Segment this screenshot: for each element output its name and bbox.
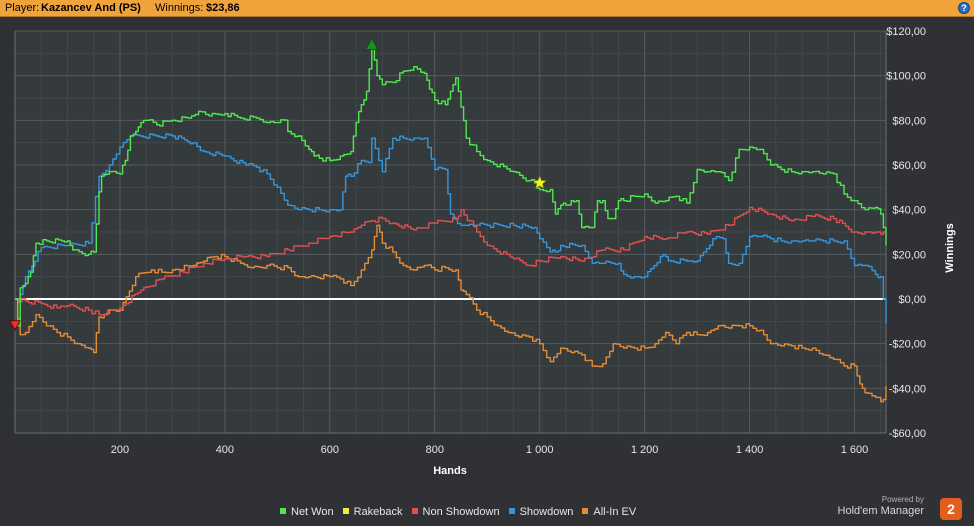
y-tick-label: $0,00 [898, 294, 926, 306]
brand-name: Hold'em Manager [837, 505, 924, 517]
star-icon [532, 175, 548, 190]
legend-item-all-in-ev[interactable]: All-In EV [582, 506, 636, 518]
min-marker-icon [9, 320, 21, 331]
branding: Powered by Hold'em Manager 2 [832, 495, 962, 523]
y-tick-label: $40,00 [892, 205, 926, 217]
x-tick-label: 200 [111, 444, 129, 456]
markers [9, 37, 548, 331]
x-tick-label: 600 [321, 444, 339, 456]
x-tick-label: 1 400 [736, 444, 764, 456]
legend-item-rakeback[interactable]: Rakeback [342, 506, 403, 518]
legend-label: All-In EV [593, 506, 637, 518]
winnings-label: Winnings: [155, 2, 204, 14]
y-tick-label: -$20,00 [889, 339, 926, 351]
y-tick-label: $100,00 [886, 71, 926, 83]
x-tick-label: 1 000 [526, 444, 554, 456]
legend-swatch [508, 508, 515, 514]
x-tick-label: 1 200 [631, 444, 659, 456]
y-axis-label: Winnings [944, 223, 956, 272]
legend-label: Rakeback [353, 506, 403, 518]
player-label: Player: [5, 2, 40, 14]
legend-label: Net Won [291, 506, 334, 518]
series-lines [15, 43, 887, 403]
axis-ticks: 200 400 600 800 1 000 1 200 1 400 1 600 -$60,00 -… [111, 26, 926, 456]
y-tick-label: -$40,00 [889, 383, 926, 395]
legend: Net Won Rakeback Non Showdown Showdown All-I… [280, 506, 645, 518]
legend-item-non-showdown[interactable]: Non Showdown [411, 506, 500, 518]
all-in-ev-line [15, 224, 887, 403]
y-tick-label: $120,00 [886, 26, 926, 38]
max-marker-icon [365, 37, 379, 50]
non-showdown-line [15, 206, 886, 316]
header-bar: Player: Kazancev And (PS) Winnings: $23,… [0, 0, 974, 17]
x-tick-label: 400 [216, 444, 234, 456]
x-tick-label: 800 [426, 444, 444, 456]
legend-swatch [582, 508, 589, 514]
legend-label: Showdown [519, 506, 574, 518]
showdown-line [15, 133, 887, 324]
brand-logo: 2 [940, 498, 962, 520]
y-tick-label: $80,00 [892, 115, 926, 127]
legend-item-showdown[interactable]: Showdown [508, 506, 574, 518]
y-tick-label: $20,00 [892, 249, 926, 261]
help-icon[interactable]: ? [958, 2, 970, 14]
legend-label: Non Showdown [422, 506, 500, 518]
legend-item-net-won[interactable]: Net Won [280, 506, 334, 518]
player-name[interactable]: Kazancev And (PS) [41, 2, 141, 14]
y-tick-label: -$60,00 [889, 428, 926, 440]
winnings-value: $23,86 [206, 2, 240, 14]
legend-swatch [411, 508, 418, 514]
x-tick-label: 1 600 [841, 444, 869, 456]
winnings-chart: 200 400 600 800 1 000 1 200 1 400 1 600 -$60,00 -… [9, 26, 956, 477]
x-axis-label: Hands [433, 465, 467, 477]
legend-swatch [342, 508, 349, 514]
legend-swatch [280, 508, 286, 514]
y-tick-label: $60,00 [892, 160, 926, 172]
powered-by-text: Powered by [881, 495, 924, 504]
net-won-line [15, 43, 887, 327]
